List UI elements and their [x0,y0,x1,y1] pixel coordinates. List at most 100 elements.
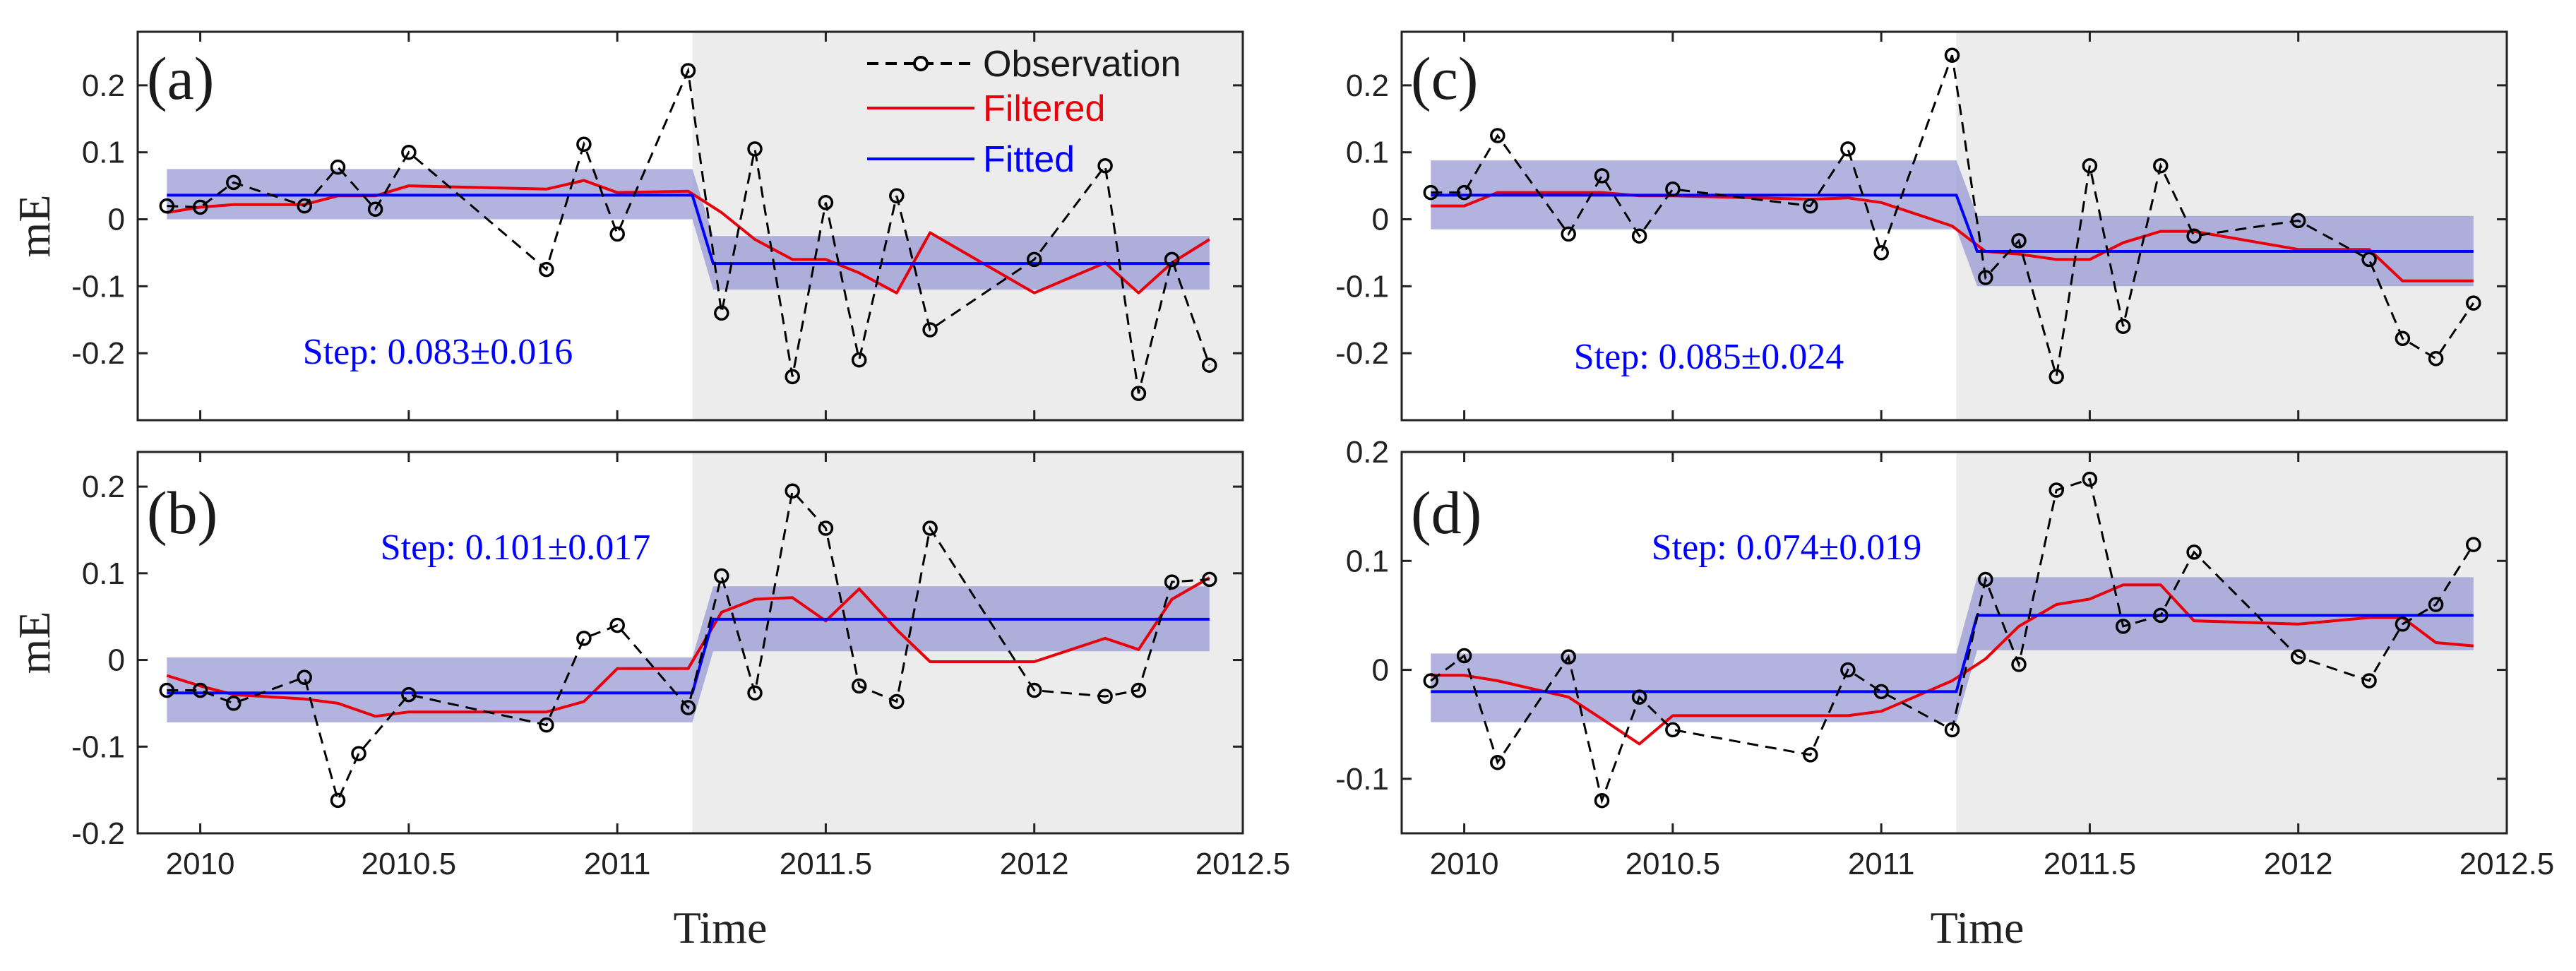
panel-c-ytick-label: -0.1 [1335,269,1389,304]
panel-b-ytick-label: 0.1 [82,556,125,591]
panel-d-observation-point [1873,684,1889,700]
panel-c-observation-line [1431,54,2475,377]
panel-d-observation-point [2186,544,2202,560]
panel-d-observation-point [1978,571,1993,588]
panel-d-ytick-label: 0 [1372,653,1389,688]
panel-b-observation-point [401,686,417,703]
panel-c-observation-point [1423,184,1439,201]
panel-b-xlabel: Time [674,903,768,953]
panel-d-uncertainty-band [1431,577,2474,722]
panel-c-ticks: -0.2 -0.1 0 0.1 0.2 [1335,32,2507,420]
panel-a-observation-point [1097,157,1113,174]
panel-b-ytick-label: 0 [108,643,125,678]
panel-c-observation-point [2466,295,2481,311]
panel-d-step-text: Step: 0.074±0.019 [1652,528,1921,568]
panel-a-observation-point [367,201,383,218]
panel-d-observation-point [2049,482,2064,498]
panel-c-label: (c) [1411,44,1478,112]
panel-c-observation-point [1631,228,1647,244]
panel-d-observation-point [1944,722,1960,738]
panel-d-observation-point [1561,649,1576,665]
panel-a-fitted-line [167,193,1210,266]
panel-b-observation-point [351,746,366,761]
panel-d-observation-point [1631,689,1647,705]
panel-d-observation-point [1803,747,1818,763]
legend-filtered-label: Filtered [983,88,1105,129]
panel-c-observation-point [1594,168,1610,184]
panel-c-observation-point [1873,245,1889,261]
panel-d-filtered-line [1431,583,2474,746]
panel-b-observation-point [714,568,729,584]
panel-b-xtick-label: 2011.5 [780,847,872,881]
panel-b-xtick-label: 2010 [166,847,235,881]
panel-b-xtick-label: 2012.5 [1195,847,1291,881]
panel-b-fitted-line [167,617,1210,695]
panel-d-observation-point [1840,662,1856,678]
panel-d-observation-point [2395,616,2411,632]
panel-c-observation-point [2115,318,2131,334]
panel-d: 2010 2010.5 2011 2011.5 2012 2012.5 -0.1 0 0.1 0.… [1335,435,2554,953]
panel-b-observation-point [1026,682,1042,698]
panel-a-observation-point [1026,251,1042,268]
panel-a-observation-point [609,226,625,242]
panel-a-observation-point [818,195,834,210]
panel-d-xtick-label: 2012 [2264,847,2333,881]
panel-b-ticks: 2010 2010.5 2011 2011.5 2012 2012.5 -0.2 -0.1 0 0… [71,452,1290,881]
panel-d-observation-point [1423,673,1439,689]
panel-a-observation-point [1131,386,1147,401]
panel-a-ticks: -0.2 -0.1 0 0.1 0.2 [71,32,1243,420]
panel-b-ytick-label: 0.2 [82,470,125,504]
panel-d-ticks: 2010 2010.5 2011 2011.5 2012 2012.5 -0.1 0 0.1 0.… [1335,435,2554,881]
panel-a-observation-point [539,261,554,278]
panel-b-observation-point [539,717,554,733]
panel-a-observation-point [576,136,592,153]
panel-b-observation-point [159,682,175,698]
panel-c-observation-point [2361,251,2377,268]
panel-b-plot-area [159,452,1243,833]
panel-c-uncertainty-band [1431,160,2474,287]
panel-c-step-text: Step: 0.085±0.024 [1574,337,1844,377]
panel-b-observation-line [167,488,1210,804]
panel-d-xlabel: Time [1931,903,2025,953]
panel-b-observation-point [226,696,242,711]
panel-a-observation-point [226,174,242,191]
panel-d-observation-point [2153,607,2169,624]
panel-a-plot-area [159,32,1243,420]
panel-d-xtick-label: 2010.5 [1626,847,1721,881]
panel-b-observation-point [922,520,938,536]
panel-d-observation-point [2290,649,2306,665]
panel-b: 2010 2010.5 2011 2011.5 2012 2012.5 -0.2 -0.1 0 0… [9,451,1290,953]
panel-b-observation-point [330,792,346,809]
panel-c-observation-point [2049,369,2064,385]
panel-b-observation-point [1097,689,1113,704]
panel-d-observation-point [1456,648,1472,664]
panel-c-ytick-label: -0.2 [1335,336,1389,371]
panel-a-observation-point [401,144,417,160]
panel-c-observation-point [2153,157,2169,174]
panel-a-ytick-label: 0.1 [82,136,125,170]
panel-d-fitted-line [1431,614,2474,693]
panel-d-plot-area [1423,452,2507,833]
panel-a-label: (a) [147,44,214,112]
panel-c-observation-point [1840,141,1856,157]
panel-a-observation-point [1164,251,1180,268]
panel-b-observation-point [1202,571,1217,588]
panel-a-ytick-label: -0.1 [71,269,125,304]
panel-a-observation-point [747,141,763,157]
panel-a-observation-point [330,159,346,175]
panel-d-xtick-label: 2010 [1430,847,1499,881]
panel-c-observation-point [1561,226,1576,242]
panel-c-observation-point [2395,330,2411,347]
panel-b-observation-point [1131,682,1147,698]
panel-b-label: (b) [147,479,217,547]
panel-a-observation-point [680,63,696,78]
panel-c-observation-point [2082,157,2098,174]
panel-a-observation-point [159,198,175,214]
panel-b-xtick-label: 2010.5 [362,847,457,881]
panel-b-xtick-label: 2011 [584,847,651,881]
panel-a-ytick-label: -0.2 [71,336,125,371]
legend-observation-marker [913,56,929,71]
panel-a-observation-point [1202,357,1217,373]
panel-a: -0.2 -0.1 0 0.1 0.2 (a) Step: 0.083±0.016 mE [9,30,1244,422]
panel-c-observation-point [1490,128,1505,143]
